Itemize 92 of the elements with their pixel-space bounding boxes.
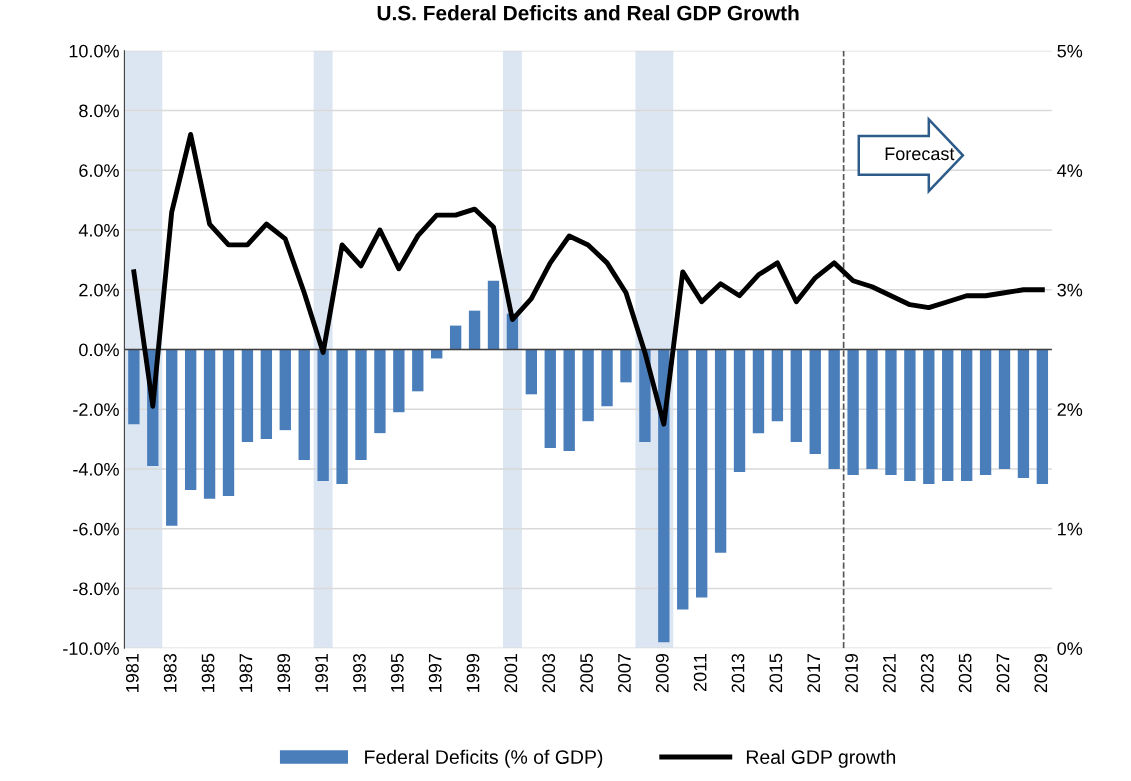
y2-tick-label: 2%	[1057, 403, 1083, 416]
chart-title: U.S. Federal Deficits and Real GDP Growth	[377, 5, 799, 21]
x-tick-label: 1995	[390, 653, 404, 692]
y2-tick-label: 5%	[1057, 44, 1083, 58]
bar	[184, 349, 197, 490]
x-tick-label: 2015	[769, 653, 783, 693]
bar	[960, 349, 973, 481]
bar	[942, 349, 954, 481]
y2-tick-label: 4%	[1057, 164, 1083, 177]
y-tick-label: -10.0%	[63, 642, 119, 655]
bar	[847, 349, 859, 475]
x-tick-label: 1993	[353, 653, 366, 692]
bar	[923, 349, 935, 484]
bar	[771, 349, 784, 422]
x-tick-label: 2023	[920, 653, 934, 693]
bar	[582, 349, 594, 422]
x-tick-label: 1981	[125, 653, 139, 692]
y-tick-label: 4.0%	[78, 223, 119, 237]
x-tick-label: 2025	[958, 653, 972, 693]
x-tick-label: 2021	[883, 653, 896, 693]
x-tick-label: 2027	[996, 653, 1010, 693]
x-tick-label: 2003	[542, 653, 556, 693]
y-tick-label: -6.0%	[73, 522, 119, 536]
x-tick-label: 2029	[1034, 653, 1048, 693]
y-tick-label: 8.0%	[79, 104, 119, 118]
x-tick-label: 1997	[428, 653, 442, 692]
x-tick-label: 2019	[845, 653, 858, 693]
bar	[487, 280, 500, 350]
bar	[393, 349, 405, 413]
bar	[468, 310, 481, 350]
x-tick-label: 2017	[807, 653, 821, 693]
bar	[809, 349, 821, 455]
bar	[1017, 349, 1030, 478]
legend-label: Real GDP growth	[746, 749, 896, 768]
bar	[279, 349, 291, 431]
x-tick-label: 2011	[693, 653, 707, 692]
bar	[696, 349, 708, 598]
y-tick-label: 6.0%	[79, 164, 119, 177]
x-tick-label: 1999	[466, 653, 480, 692]
bar	[563, 349, 575, 452]
bar	[336, 349, 348, 484]
bar	[166, 349, 178, 526]
x-tick-label: 2005	[580, 653, 593, 693]
bar	[128, 349, 140, 425]
bar	[620, 349, 632, 383]
bar	[733, 349, 746, 472]
bar	[828, 349, 840, 469]
bar	[677, 349, 689, 610]
bar	[752, 349, 765, 434]
bar	[203, 349, 216, 499]
bar	[241, 349, 254, 443]
bar	[714, 349, 727, 553]
y-tick-label: 0.0%	[79, 343, 119, 357]
x-tick-label: 1987	[239, 653, 253, 692]
y-tick-label: 2.0%	[79, 283, 119, 297]
bar	[544, 349, 556, 449]
line-series	[131, 131, 1045, 427]
bar	[317, 349, 329, 481]
x-tick-label: 1985	[201, 653, 215, 692]
bar	[866, 349, 878, 469]
bar	[260, 349, 273, 440]
x-tick-label: 2013	[731, 653, 745, 693]
bar	[790, 349, 802, 443]
x-tick-label: 1989	[277, 653, 291, 692]
y2-tick-label: 1%	[1058, 522, 1083, 536]
bar	[525, 349, 538, 395]
bar	[222, 349, 235, 496]
x-tick-label: 2007	[618, 653, 631, 693]
bar	[885, 349, 897, 475]
y-tick-label: -2.0%	[73, 403, 119, 416]
bar	[449, 325, 462, 350]
x-tick-label: 1991	[315, 653, 328, 692]
x-tick-label: 2009	[655, 653, 669, 693]
bar	[355, 349, 367, 461]
bar	[1036, 349, 1049, 484]
y2-tick-label: 3%	[1057, 283, 1083, 297]
bar	[601, 349, 613, 407]
y-tick-label: -4.0%	[73, 462, 119, 476]
y-tick-label: 10.0%	[69, 44, 119, 58]
bar	[904, 349, 916, 481]
bar	[998, 349, 1011, 469]
y2-tick-label: 0%	[1057, 642, 1083, 655]
x-tick-label: 2001	[504, 653, 518, 693]
legend-label: Federal Deficits (% of GDP)	[365, 749, 603, 768]
bar	[658, 349, 670, 643]
x-tick-label: 1983	[163, 653, 177, 692]
bar	[979, 349, 992, 475]
bar	[374, 349, 386, 434]
y-tick-label: -8.0%	[73, 582, 119, 596]
bar	[298, 349, 310, 461]
annotation: Forecast	[885, 147, 955, 161]
bar	[412, 349, 424, 392]
